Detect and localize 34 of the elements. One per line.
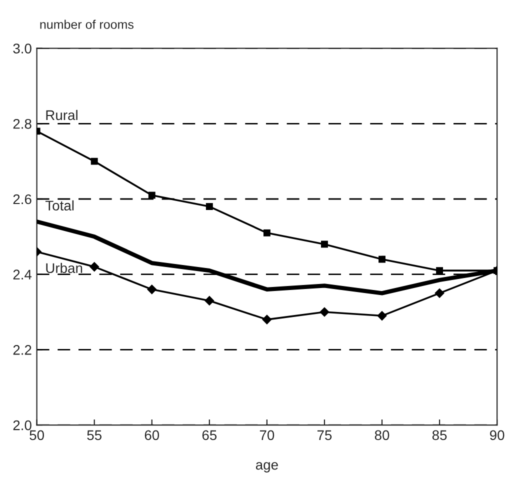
y-tick-label: 2.4	[13, 270, 32, 280]
series-label: Urban	[46, 262, 82, 274]
x-axis-title: age	[256, 462, 278, 472]
series-label: Total	[45, 200, 74, 211]
y-tick-label: 2.2	[13, 345, 32, 355]
x-tick-label: 70	[260, 430, 274, 440]
point	[378, 256, 386, 263]
point	[148, 192, 156, 199]
x-tick-label: 85	[432, 430, 447, 440]
y-tick-label: 2.8	[13, 118, 32, 129]
point	[206, 203, 213, 210]
x-tick-label: 80	[374, 430, 390, 440]
point	[321, 240, 328, 248]
x-tick-label: 75	[317, 430, 332, 440]
point	[436, 267, 444, 274]
point	[320, 307, 330, 317]
point	[89, 262, 100, 272]
y-axis-title: number of rooms	[40, 20, 134, 29]
point	[262, 314, 272, 324]
x-tick-label: 55	[87, 430, 102, 440]
x-tick-label: 90	[490, 430, 504, 440]
series-label: Rural	[46, 110, 78, 120]
y-tick-label: 2.6	[13, 194, 32, 204]
y-tick-label: 2.0	[13, 420, 32, 430]
x-tick-label: 65	[202, 430, 217, 440]
y-tick-label: 3.0	[13, 44, 32, 54]
point	[204, 296, 214, 306]
point	[146, 284, 157, 294]
x-tick-label: 60	[144, 430, 160, 440]
x-tick-label: 50	[30, 430, 44, 440]
point	[90, 158, 98, 165]
point	[377, 310, 387, 321]
point	[263, 229, 270, 236]
point	[434, 288, 444, 298]
